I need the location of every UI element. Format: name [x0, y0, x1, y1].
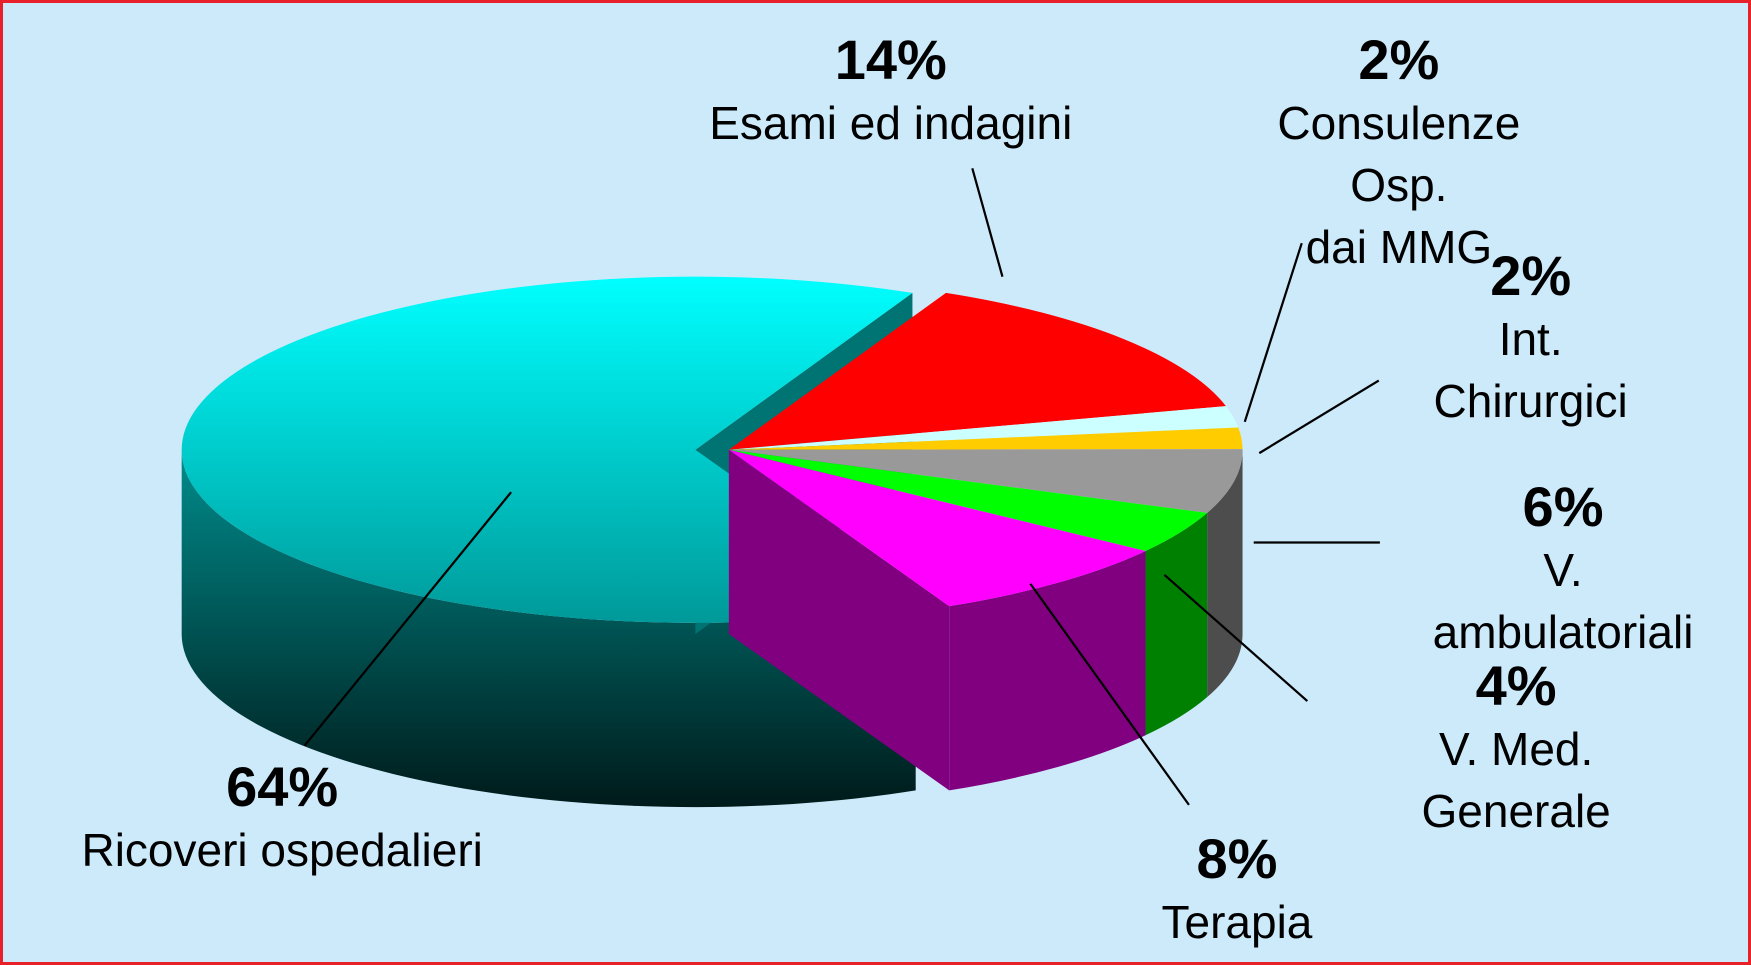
value-label: 2% — [1358, 27, 1440, 91]
category-label: Terapia — [1161, 896, 1313, 949]
slice-label: 2% Int. Chirurgici — [1422, 244, 1639, 432]
slice-side — [949, 551, 1146, 791]
leader-line — [1163, 573, 1309, 702]
value-label: 2% — [1490, 244, 1572, 308]
slice-label: 8% Terapia — [1162, 827, 1313, 953]
slice-label: 2% Consulenze Osp. dai MMG — [1224, 28, 1573, 278]
leader-line — [1258, 379, 1380, 455]
pie-slice — [728, 449, 1243, 513]
value-label: 64% — [226, 754, 339, 818]
value-label: 4% — [1475, 654, 1557, 718]
leader-line — [303, 491, 512, 747]
pie-slice — [728, 449, 1208, 552]
pie-slice — [728, 292, 1226, 450]
slice-label: 64% Ricoveri ospedalieri — [81, 755, 482, 881]
slice-label: 14% Esami ed indagini — [709, 28, 1072, 154]
value-label: 8% — [1196, 827, 1278, 891]
category-label: Esami ed indagini — [709, 96, 1073, 149]
leader-line — [1243, 242, 1303, 423]
slice-side — [1145, 512, 1208, 736]
value-label: 6% — [1522, 475, 1604, 539]
category-label: Consulenze Osp. dai MMG — [1277, 96, 1521, 273]
slice-label: 6% V. ambulatoriali — [1433, 475, 1694, 663]
pie-slice — [728, 406, 1239, 450]
value-label: 14% — [834, 27, 947, 91]
category-label: Int. Chirurgici — [1433, 313, 1628, 428]
category-label: V. Med. Generale — [1421, 723, 1611, 838]
leader-line — [971, 168, 1004, 277]
category-label: Ricoveri ospedalieri — [81, 823, 483, 876]
pie-slice — [728, 427, 1243, 450]
slice-label: 4% V. Med. Generale — [1400, 654, 1632, 842]
pie-slice — [728, 449, 1146, 607]
slice-side — [181, 449, 916, 808]
pie-canvas — [181, 168, 1380, 808]
slice-face — [728, 449, 950, 791]
leader-line — [1029, 583, 1190, 806]
category-label: V. ambulatoriali — [1432, 544, 1694, 659]
